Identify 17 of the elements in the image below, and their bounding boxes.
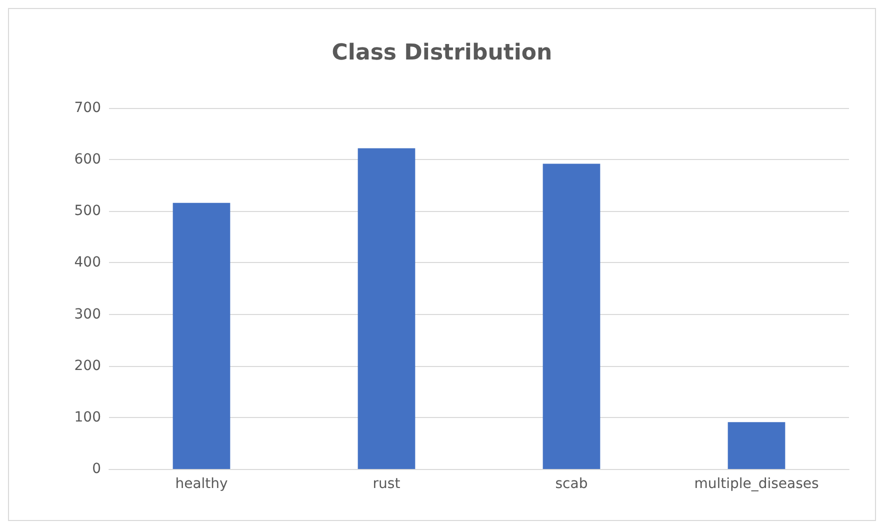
x-tick-label: scab: [555, 476, 588, 492]
bar: [172, 202, 230, 469]
y-tick-label: 200: [74, 358, 101, 374]
y-tick-label: 500: [74, 203, 101, 220]
x-tick-label: rust: [372, 476, 401, 492]
y-tick-label: 400: [74, 254, 101, 271]
x-tick-label: healthy: [175, 476, 228, 492]
x-tick-label: multiple_diseases: [694, 476, 819, 492]
y-tick-label: 600: [74, 152, 101, 168]
y-tick-label: 0: [92, 461, 101, 477]
y-tick-label: 100: [74, 409, 101, 426]
bar: [728, 422, 786, 469]
y-tick-label: 700: [74, 100, 101, 116]
bar: [542, 164, 600, 469]
chart-title: Class Distribution: [332, 40, 552, 66]
y-tick-label: 300: [74, 306, 101, 322]
bar: [358, 148, 416, 469]
